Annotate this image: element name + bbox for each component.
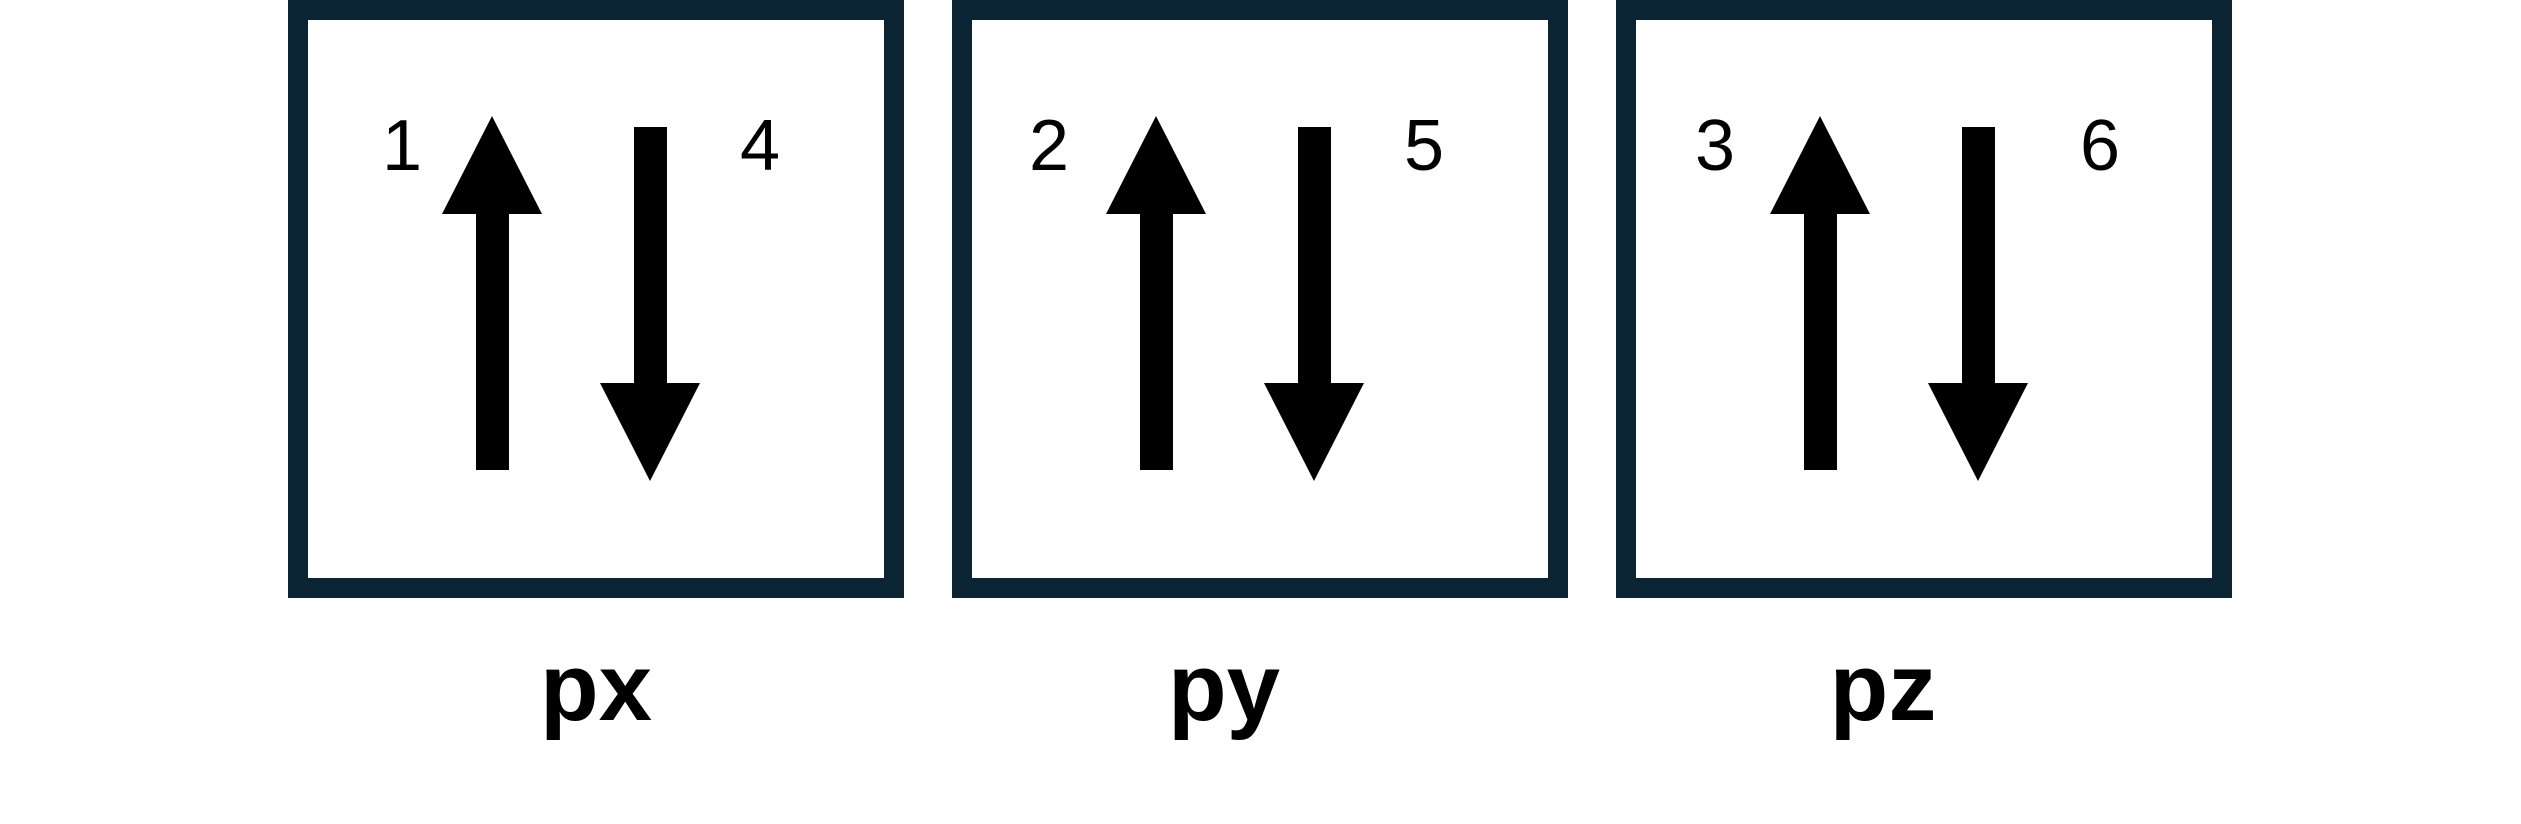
electron-number-up: 1: [382, 106, 422, 186]
arrow-down-icon: [600, 127, 700, 481]
electron-number-up: 2: [1029, 106, 1069, 186]
electron-number-down: 4: [740, 106, 780, 186]
orbital-box: [952, 0, 1568, 598]
orbital-py: 2 5 py: [952, 0, 1568, 741]
electron-number-down: 5: [1404, 106, 1444, 186]
arrow-down-icon: [1928, 127, 2028, 481]
arrow-up-icon: [442, 116, 542, 470]
orbital-box: [1616, 0, 2232, 598]
electron-number-down: 6: [2080, 106, 2120, 186]
arrow-down-icon: [1264, 127, 1364, 481]
arrow-up-icon: [1106, 116, 1206, 470]
orbital-px: 1 4 px: [288, 0, 904, 741]
orbital-pz: 3 6 pz: [1616, 0, 2232, 741]
orbital-label: py: [1168, 634, 1280, 741]
orbital-box: [288, 0, 904, 598]
orbital-label: pz: [1830, 634, 1937, 741]
arrow-up-icon: [1770, 116, 1870, 470]
electron-number-up: 3: [1695, 106, 1735, 186]
orbital-label: px: [540, 634, 652, 741]
